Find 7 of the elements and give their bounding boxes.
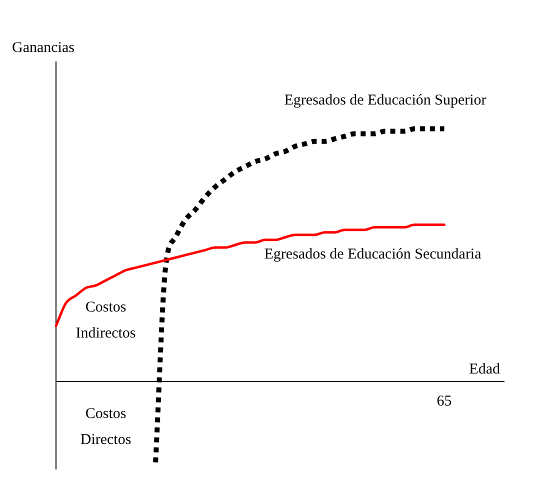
annotation: Costos Directos: [80, 406, 132, 448]
series-label: Egresados de Educación Secundaria: [264, 246, 482, 263]
annotation: Costos Indirectos: [76, 300, 136, 342]
y-axis-title: Ganancias: [12, 40, 75, 56]
x-axis-title: Edad: [469, 361, 500, 378]
text: Egresados de Educación Superior: [284, 92, 486, 109]
annotation: 65: [436, 394, 452, 410]
